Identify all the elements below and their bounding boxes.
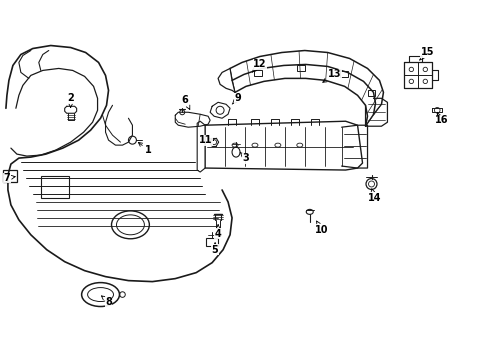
Text: 16: 16 <box>434 112 447 125</box>
Text: 13: 13 <box>322 69 341 82</box>
Text: 6: 6 <box>182 95 189 109</box>
Bar <box>254 69 262 76</box>
Text: 14: 14 <box>367 189 381 203</box>
Text: 1: 1 <box>138 143 151 155</box>
Text: 9: 9 <box>232 93 241 104</box>
Bar <box>41 176 68 198</box>
Text: 8: 8 <box>101 296 112 306</box>
Text: 3: 3 <box>240 152 249 163</box>
Text: 10: 10 <box>314 221 328 235</box>
Text: 5: 5 <box>211 243 218 255</box>
Bar <box>297 65 305 71</box>
Text: 11: 11 <box>199 135 213 145</box>
Text: 2: 2 <box>67 93 74 107</box>
Bar <box>3 170 17 182</box>
Bar <box>367 90 375 96</box>
Text: 7: 7 <box>3 173 15 183</box>
Text: 4: 4 <box>214 225 221 239</box>
Text: 15: 15 <box>419 48 433 60</box>
Bar <box>206 238 218 246</box>
Text: 12: 12 <box>252 59 266 72</box>
Bar <box>339 71 347 77</box>
